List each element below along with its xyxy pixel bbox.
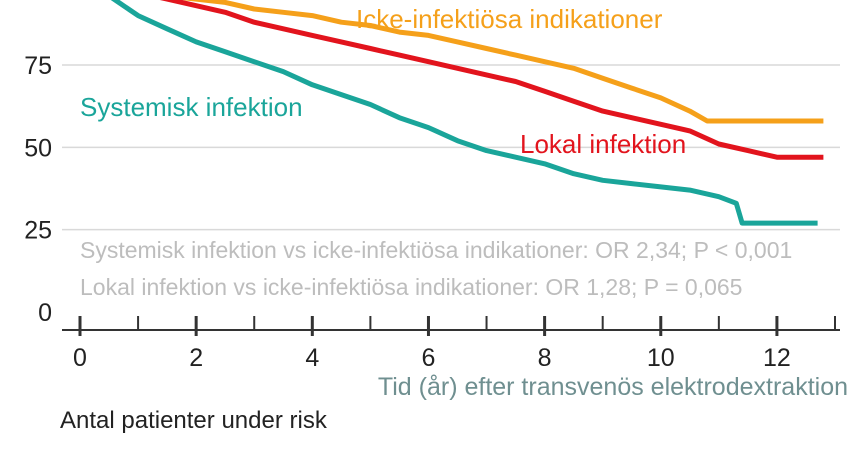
- annotation-systemic: Systemisk infektion vs icke-infektiösa i…: [80, 237, 792, 263]
- y-axis: 0 25 50 75: [24, 52, 52, 327]
- x-tick-label: 4: [305, 344, 319, 372]
- annotation-local: Lokal infektion vs icke-infektiösa indik…: [80, 274, 742, 300]
- y-tick-label: 75: [24, 52, 52, 80]
- series-label-non-infective: Icke-infektiösa indikationer: [356, 4, 663, 34]
- y-tick-label: 0: [38, 299, 52, 327]
- series-line-0: [181, 0, 824, 124]
- x-axis: 0 2 4 6 8 10 12: [62, 316, 840, 372]
- x-tick-label: 6: [422, 344, 436, 372]
- series-label-local-infection: Lokal infektion: [520, 129, 686, 159]
- x-tick-label: 8: [538, 344, 552, 372]
- x-tick-label: 10: [647, 344, 675, 372]
- y-tick-label: 25: [24, 217, 52, 245]
- series-lines: [110, 0, 824, 226]
- x-tick-label: 12: [763, 344, 791, 372]
- at-risk-title: Antal patienter under risk: [60, 407, 328, 434]
- series-label-systemic-infection: Systemisk infektion: [80, 92, 303, 122]
- x-tick-label: 2: [189, 344, 203, 372]
- series-line-2: [110, 0, 818, 226]
- y-tick-label: 50: [24, 134, 52, 162]
- x-tick-label: 0: [73, 344, 87, 372]
- x-axis-label: Tid (år) efter transvenös elektrodextrak…: [378, 373, 848, 401]
- series-line-1: [159, 0, 824, 160]
